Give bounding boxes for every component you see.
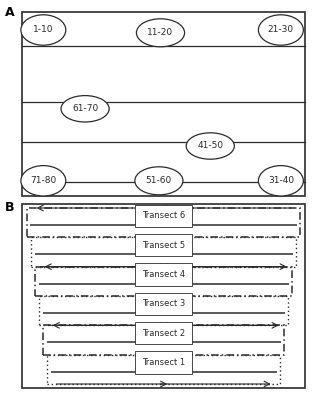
Text: 61-70: 61-70 bbox=[72, 104, 98, 113]
Bar bbox=[43, 325, 284, 355]
Text: 31-40: 31-40 bbox=[268, 176, 294, 185]
Bar bbox=[27, 208, 300, 237]
Text: 21-30: 21-30 bbox=[268, 26, 294, 34]
Ellipse shape bbox=[258, 15, 303, 45]
Bar bbox=[22, 204, 305, 388]
Text: Transect 2: Transect 2 bbox=[142, 329, 185, 338]
Text: Transect 5: Transect 5 bbox=[142, 241, 185, 250]
Text: Transect 3: Transect 3 bbox=[142, 300, 185, 308]
Text: A: A bbox=[5, 6, 14, 19]
Text: 41-50: 41-50 bbox=[197, 142, 223, 150]
Ellipse shape bbox=[186, 133, 234, 159]
Text: Transect 6: Transect 6 bbox=[142, 212, 185, 220]
Ellipse shape bbox=[136, 19, 185, 47]
Bar bbox=[39, 296, 288, 325]
Text: 11-20: 11-20 bbox=[147, 28, 174, 37]
Text: Transect 1: Transect 1 bbox=[142, 358, 185, 367]
Bar bbox=[48, 355, 280, 384]
Text: 51-60: 51-60 bbox=[146, 176, 172, 185]
Text: 1-10: 1-10 bbox=[33, 26, 54, 34]
Ellipse shape bbox=[21, 15, 66, 45]
Ellipse shape bbox=[21, 166, 66, 196]
Text: B: B bbox=[5, 201, 14, 214]
Ellipse shape bbox=[258, 166, 303, 196]
Text: Transect 4: Transect 4 bbox=[142, 270, 185, 279]
Bar bbox=[35, 267, 292, 296]
Bar bbox=[22, 12, 305, 196]
Ellipse shape bbox=[61, 96, 109, 122]
Bar bbox=[31, 237, 296, 267]
Ellipse shape bbox=[135, 167, 183, 195]
Text: 71-80: 71-80 bbox=[30, 176, 56, 185]
